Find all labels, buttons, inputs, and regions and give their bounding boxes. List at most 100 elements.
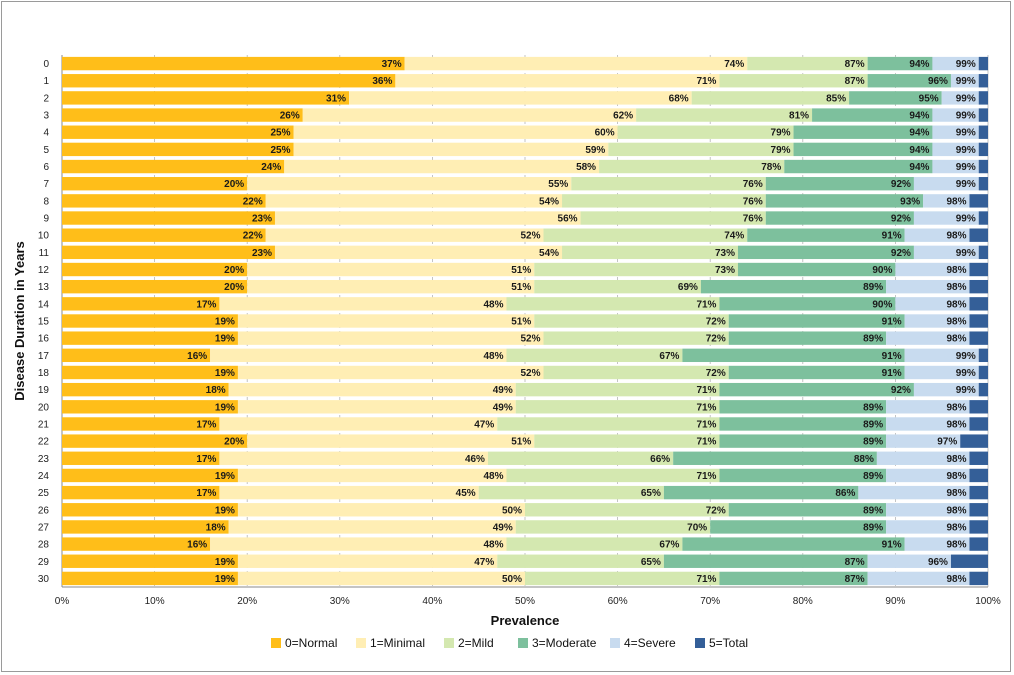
segment-label: 51%: [511, 282, 531, 293]
segment-label: 95%: [919, 93, 939, 104]
segment-label: 51%: [511, 265, 531, 276]
segment-label: 98%: [946, 540, 966, 551]
x-tick-label: 100%: [975, 596, 1001, 607]
bar-segment-12-4: [895, 262, 970, 277]
bar-segment-0-2: [747, 56, 868, 71]
bar-segment-15-2: [534, 314, 729, 328]
bar-segment-22-0: [62, 434, 248, 448]
segment-label: 22%: [243, 231, 263, 242]
bar-segment-0-5: [978, 56, 988, 71]
y-tick-label: 11: [39, 248, 50, 259]
bar-segment-5-3: [793, 142, 933, 157]
segment-label: 17%: [196, 454, 216, 465]
segment-label: 71%: [696, 76, 716, 87]
segment-label: 92%: [891, 179, 911, 190]
x-tick-label: 20%: [237, 596, 257, 607]
bar-segment-22-5: [960, 434, 988, 448]
segment-label: 47%: [474, 557, 494, 568]
y-tick-label: 13: [38, 282, 50, 293]
legend-label: 2=Mild: [458, 636, 494, 650]
bar-segment-7-4: [913, 177, 979, 191]
bar-segment-9-1: [274, 211, 581, 225]
bar-segment-14-4: [895, 297, 970, 311]
segment-label: 79%: [771, 145, 791, 156]
segment-label: 56%: [558, 214, 578, 225]
bar-segment-12-1: [247, 262, 535, 277]
segment-label: 76%: [743, 214, 763, 225]
bar-segment-13-1: [247, 279, 535, 294]
bar-segment-10-2: [543, 228, 748, 242]
segment-label: 98%: [946, 282, 966, 293]
bar-segment-7-2: [571, 177, 766, 191]
bar-segment-30-2: [525, 571, 720, 586]
segment-label: 22%: [243, 196, 263, 207]
bar-segment-11-3: [737, 245, 914, 260]
bar-segment-14-5: [969, 297, 988, 311]
legend-label: 5=Total: [709, 636, 748, 650]
y-tick-label: 14: [38, 299, 50, 310]
bar-segment-3-2: [636, 108, 813, 122]
segment-label: 65%: [641, 488, 661, 499]
bar-segment-15-4: [904, 314, 970, 328]
bar-segment-13-5: [969, 279, 988, 294]
segment-label: 94%: [909, 128, 929, 139]
bar-segment-26-5: [969, 503, 988, 517]
segment-label: 87%: [845, 59, 865, 70]
segment-label: 19%: [215, 334, 235, 345]
segment-label: 23%: [252, 248, 272, 259]
segment-label: 49%: [493, 385, 513, 396]
y-tick-label: 28: [38, 540, 50, 551]
bar-segment-16-2: [543, 331, 729, 345]
bar-segment-2-3: [849, 91, 942, 105]
x-tick-label: 80%: [793, 596, 813, 607]
bar-segment-27-3: [710, 520, 887, 534]
segment-label: 52%: [521, 368, 541, 379]
segment-label: 87%: [845, 574, 865, 585]
bar-segment-29-3: [663, 554, 868, 568]
bar-segment-5-4: [932, 142, 979, 157]
x-tick-labels: 0% 10% 20% 30% 40% 50% 60% 70% 80% 90% 100%: [55, 596, 1001, 607]
y-tick-label: 19: [38, 385, 50, 396]
segment-label: 96%: [928, 76, 948, 87]
segment-label: 99%: [956, 128, 976, 139]
bar-segment-27-2: [515, 520, 711, 534]
bar-segment-19-2: [515, 382, 720, 397]
legend-swatch-4: [610, 638, 620, 648]
bar-segment-11-5: [978, 245, 988, 260]
bar-segment-4-4: [932, 125, 979, 139]
bar-segment-1-4: [950, 74, 979, 88]
bar-segment-27-0: [62, 520, 229, 534]
segment-label: 49%: [493, 522, 513, 533]
segment-label: 74%: [724, 231, 744, 242]
segment-label: 71%: [696, 419, 716, 430]
segment-label: 99%: [956, 368, 976, 379]
segment-label: 54%: [539, 248, 559, 259]
bar-segment-27-5: [969, 520, 988, 534]
segment-label: 98%: [946, 505, 966, 516]
bar-segment-23-3: [673, 451, 877, 465]
bar-segment-8-2: [562, 194, 766, 208]
bar-segment-8-1: [265, 194, 563, 208]
bar-segment-13-0: [62, 279, 248, 294]
bar-segment-3-4: [932, 108, 979, 122]
bar-segment-18-0: [62, 365, 238, 380]
bar-segment-2-4: [941, 91, 979, 105]
segment-label: 24%: [261, 162, 281, 173]
segment-label: 72%: [706, 334, 726, 345]
bar-segment-27-1: [228, 520, 516, 534]
y-tick-label: 29: [38, 557, 50, 568]
segment-label: 48%: [483, 540, 503, 551]
bar-segment-16-5: [969, 331, 988, 345]
x-tick-label: 50%: [515, 596, 535, 607]
x-tick-label: 10%: [145, 596, 165, 607]
bar-segment-26-2: [525, 503, 729, 517]
segment-label: 60%: [595, 128, 615, 139]
segment-label: 72%: [706, 505, 726, 516]
segment-label: 71%: [696, 385, 716, 396]
segment-label: 94%: [909, 145, 929, 156]
bar-segment-28-5: [969, 537, 988, 551]
bar-segment-30-5: [969, 571, 988, 586]
bar-segment-9-4: [913, 211, 979, 225]
x-tick-label: 70%: [700, 596, 720, 607]
segment-label: 99%: [956, 351, 976, 362]
